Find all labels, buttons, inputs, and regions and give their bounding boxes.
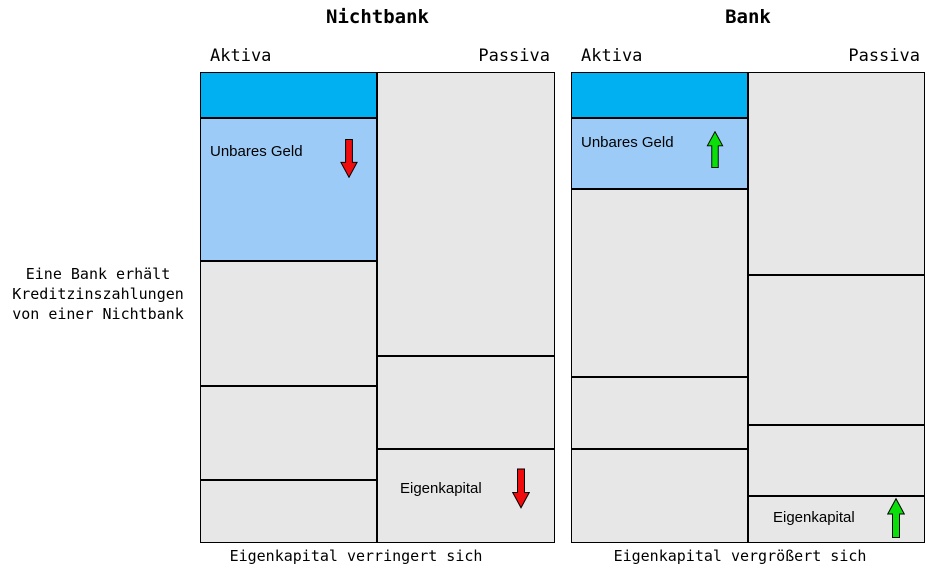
bank-aktiva-block [571,189,748,377]
bank-caption: Eigenkapital vergrößert sich [613,547,867,565]
nichtbank-aktiva-top-block [200,72,377,118]
bank-aktiva-block [571,377,748,449]
bank-aktiva-block [571,449,748,543]
bank-aktiva-header: Aktiva [581,46,643,66]
nichtbank-aktiva-block [200,386,377,480]
nichtbank-unbares-geld-label: Unbares Geld [210,143,303,160]
scenario-note-line: Eine Bank erhält [25,265,171,283]
scenario-note-line: von einer Nichtbank [12,305,184,323]
nichtbank-title: Nichtbank [326,6,429,28]
scenario-note: Eine Bank erhält Kreditzinszahlungen von… [5,264,191,324]
nichtbank-aktiva-block [200,261,377,386]
nichtbank-aktiva-block [200,480,377,543]
nichtbank-aktiva-header: Aktiva [210,46,272,66]
nichtbank-passiva-block [377,356,555,449]
bank-eigenkapital-label: Eigenkapital [773,509,855,526]
bank-aktiva-top-block [571,72,748,118]
bank-passiva-block [748,275,925,425]
bank-title: Bank [725,6,771,28]
nichtbank-eigenkapital-label: Eigenkapital [400,480,482,497]
scenario-note-line: Kreditzinszahlungen [12,285,184,303]
nichtbank-caption: Eigenkapital verringert sich [229,547,483,565]
arrow-down-icon [512,468,530,509]
bank-passiva-header: Passiva [848,46,920,66]
bank-unbares-geld-label: Unbares Geld [581,134,674,151]
nichtbank-passiva-header: Passiva [478,46,550,66]
arrow-up-icon [706,131,724,168]
arrow-down-icon [340,139,358,178]
nichtbank-passiva-block [377,72,555,356]
bank-passiva-block [748,72,925,275]
arrow-up-icon [887,497,905,538]
bank-passiva-block [748,425,925,496]
